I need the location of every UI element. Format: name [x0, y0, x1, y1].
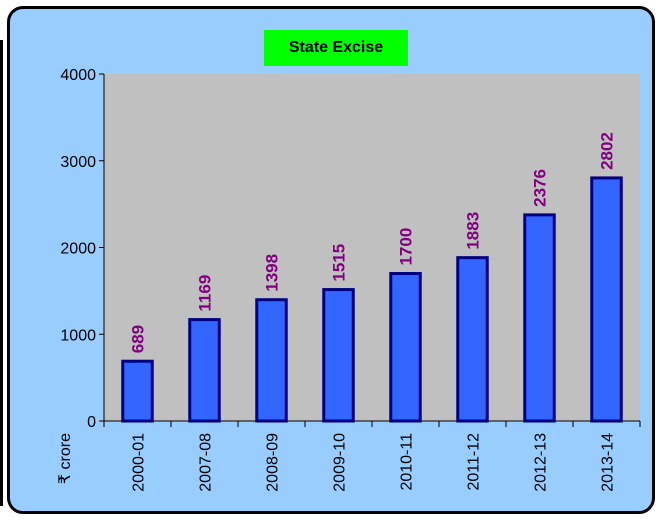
chart-title: State Excise [264, 30, 408, 66]
x-tick-label-2009-10: 2009-10 [332, 433, 349, 492]
bar-2013-14 [590, 176, 623, 423]
y-tick-label: 2000 [60, 241, 96, 258]
data-label-2009-10: 1515 [330, 244, 349, 282]
data-label-2012-13: 2376 [531, 169, 550, 207]
data-label-2013-14: 2802 [598, 132, 617, 170]
x-tick-label-2012-13: 2012-13 [533, 433, 550, 492]
y-tick-label: 0 [87, 414, 96, 431]
bar-2011-12 [456, 256, 489, 423]
bar-2012-13 [523, 213, 556, 423]
x-tick-label-2007-08: 2007-08 [198, 433, 215, 492]
data-label-2011-12: 1883 [464, 212, 483, 250]
bar-2009-10 [322, 288, 355, 423]
y-tick-label: 3000 [60, 154, 96, 171]
left-edge-border [0, 40, 3, 506]
bar-2000-01 [121, 359, 154, 423]
plot-area [104, 74, 640, 421]
bar-2010-11 [389, 272, 422, 423]
data-label-2000-01: 689 [129, 325, 148, 353]
y-axis-ticks: 0 1000 2000 3000 4000 [60, 67, 104, 431]
x-tick-label-2013-14: 2013-14 [600, 433, 617, 492]
data-label-2007-08: 1169 [196, 275, 215, 312]
x-tick-label-2011-12: 2011-12 [466, 433, 483, 491]
data-label-2010-11: 1700 [397, 228, 416, 266]
y-axis-label: ₹ crore [57, 433, 74, 484]
x-tick-label-2000-01: 2000-01 [131, 433, 148, 492]
y-tick-label: 1000 [60, 327, 96, 344]
data-label-2008-09: 1398 [263, 254, 282, 292]
bar-2007-08 [188, 318, 221, 423]
y-tick-label: 4000 [60, 67, 96, 84]
x-tick-label-2010-11: 2010-11 [399, 433, 416, 491]
x-tick-label-2008-09: 2008-09 [265, 433, 282, 492]
bars [121, 176, 623, 423]
bar-2008-09 [255, 298, 288, 423]
data-labels: 689 1169 1398 1515 1700 1883 2376 2802 [129, 132, 617, 353]
chart-title-text: State Excise [288, 39, 384, 56]
x-axis-ticks: 2000-01 2007-08 2008-09 2009-10 2010-11 2011-… [103, 421, 641, 492]
